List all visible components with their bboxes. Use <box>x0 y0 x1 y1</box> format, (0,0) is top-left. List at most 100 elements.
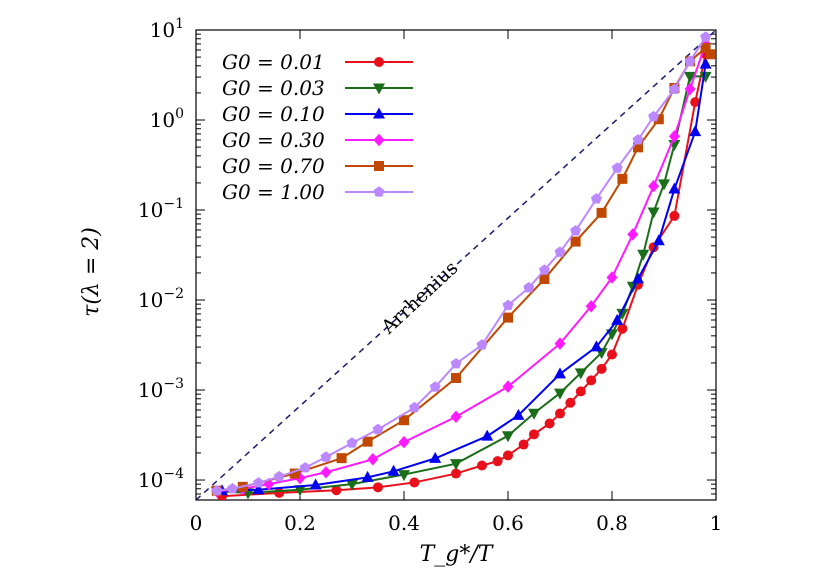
data-point <box>274 487 285 498</box>
y-tick-base: 10 <box>138 468 163 492</box>
data-point <box>408 401 420 413</box>
data-point <box>637 249 650 261</box>
data-point <box>590 340 603 352</box>
data-point <box>586 375 597 386</box>
data-point <box>387 464 400 476</box>
data-point <box>429 381 441 392</box>
x-tick-label: 0.6 <box>492 511 524 535</box>
data-point <box>320 466 332 479</box>
y-axis-label: τ(λ = 2) <box>79 227 104 317</box>
data-point <box>627 228 639 241</box>
data-point <box>523 281 535 293</box>
data-point <box>477 460 487 471</box>
data-point <box>373 482 383 493</box>
data-point <box>331 485 342 496</box>
data-point <box>570 236 581 247</box>
x-tick-label: 0 <box>190 511 203 535</box>
data-point <box>652 234 665 246</box>
data-point <box>451 468 461 479</box>
data-point <box>653 114 664 125</box>
y-tick-label: 101 <box>150 16 184 42</box>
x-tick-label: 0.8 <box>596 511 628 535</box>
data-point <box>648 110 660 122</box>
y-tick-label: 100 <box>150 106 184 132</box>
data-point <box>647 207 660 219</box>
data-point <box>596 363 607 374</box>
data-point <box>554 337 566 350</box>
x-tick-label: 0.2 <box>284 511 316 535</box>
data-point <box>699 57 712 69</box>
y-tick-exponent: 1 <box>175 16 184 32</box>
data-point <box>299 461 311 473</box>
y-tick-base: 10 <box>138 198 163 222</box>
data-point <box>596 207 607 218</box>
y-tick-base: 10 <box>138 378 163 402</box>
data-point <box>336 453 347 464</box>
legend-label: G0 = 0.70 <box>222 154 325 178</box>
data-point <box>518 439 529 450</box>
data-point <box>372 423 384 435</box>
data-point <box>502 431 514 443</box>
data-point <box>226 483 238 494</box>
data-point <box>607 349 617 360</box>
series-2 <box>216 57 712 496</box>
y-tick-exponent: −1 <box>163 196 184 212</box>
data-point <box>700 42 711 53</box>
plot-frame <box>195 29 717 501</box>
y-tick-base: 10 <box>138 288 163 312</box>
data-point <box>512 408 525 420</box>
data-point <box>570 225 582 236</box>
data-point <box>590 193 602 204</box>
data-point <box>481 429 494 441</box>
data-point <box>565 397 576 408</box>
data-point <box>689 125 702 137</box>
data-point <box>346 437 358 448</box>
data-point <box>554 367 566 379</box>
y-tick-label: 10−1 <box>138 196 184 222</box>
data-point <box>668 182 681 194</box>
data-point <box>538 264 550 275</box>
data-point <box>684 55 696 66</box>
y-tick-exponent: 0 <box>175 106 184 122</box>
data-point <box>669 210 680 221</box>
legend-label: G0 = 0.03 <box>222 76 325 100</box>
data-point <box>554 246 566 257</box>
data-point <box>211 485 223 496</box>
data-point <box>273 470 285 482</box>
data-point <box>346 479 358 491</box>
data-point <box>544 418 555 429</box>
y-tick-label: 10−2 <box>138 286 184 312</box>
data-point <box>399 415 409 426</box>
axis-ticks <box>195 29 717 501</box>
legend-label: G0 = 0.10 <box>222 102 325 126</box>
legend-swatch-marker <box>374 161 384 171</box>
arrhenius-line <box>196 30 716 500</box>
data-point <box>450 410 462 423</box>
data-point <box>451 373 461 384</box>
data-point <box>476 339 488 350</box>
legend-label: G0 = 0.30 <box>222 128 325 152</box>
legend-swatch-marker <box>373 186 385 197</box>
legend-swatch-marker <box>374 57 384 67</box>
data-point <box>252 483 265 495</box>
data-point <box>367 453 379 466</box>
data-point <box>616 308 629 320</box>
data-point <box>309 478 322 490</box>
y-tick-base: 10 <box>150 108 175 132</box>
series-5 <box>211 31 712 496</box>
y-tick-label: 10−4 <box>138 466 184 492</box>
data-point <box>554 388 566 400</box>
data-point <box>555 408 565 419</box>
data-point <box>574 368 587 380</box>
data-point <box>575 386 586 397</box>
data-point <box>362 436 373 447</box>
data-point <box>684 82 696 96</box>
y-tick-exponent: −3 <box>163 376 184 392</box>
data-point <box>690 97 701 108</box>
legend-label: G0 = 0.01 <box>222 50 325 74</box>
data-point <box>398 470 410 482</box>
data-point <box>658 179 670 191</box>
data-point <box>503 450 513 461</box>
